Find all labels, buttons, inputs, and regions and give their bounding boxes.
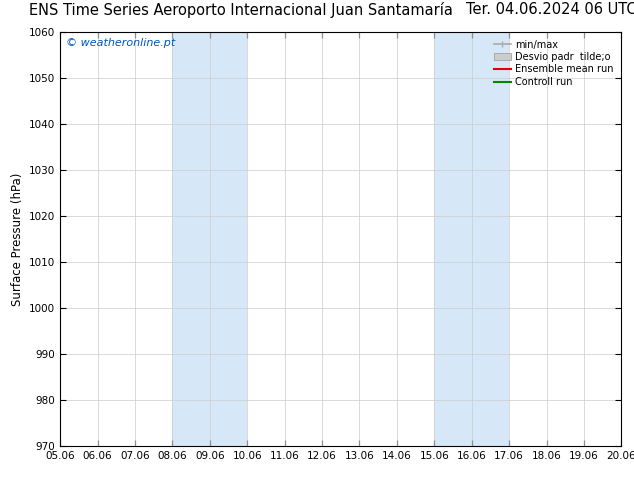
Text: Ter. 04.06.2024 06 UTC: Ter. 04.06.2024 06 UTC xyxy=(466,2,634,18)
Legend: min/max, Desvio padr  tilde;o, Ensemble mean run, Controll run: min/max, Desvio padr tilde;o, Ensemble m… xyxy=(491,37,616,90)
Text: © weatheronline.pt: © weatheronline.pt xyxy=(66,38,175,48)
Bar xyxy=(434,32,509,446)
Y-axis label: Surface Pressure (hPa): Surface Pressure (hPa) xyxy=(11,172,23,306)
Text: ENS Time Series Aeroporto Internacional Juan Santamaría: ENS Time Series Aeroporto Internacional … xyxy=(29,2,453,19)
Bar xyxy=(172,32,247,446)
